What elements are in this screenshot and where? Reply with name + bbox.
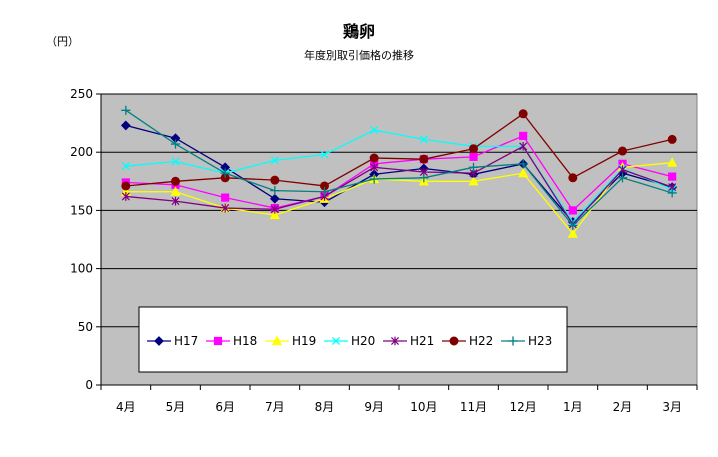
data-point-h19 [518,167,529,178]
y-tick-label: 0 [85,378,93,392]
data-point-h23 [568,220,578,231]
x-tick-label: 4月 [116,400,136,414]
data-point-h22 [270,175,280,185]
data-point-h23 [419,173,429,183]
x-tick-label: 9月 [364,400,384,414]
legend-label: H20 [351,334,375,348]
data-point-h23 [319,187,330,197]
legend-label: H23 [528,334,552,348]
x-tick-label: 3月 [662,400,682,414]
data-point-h23 [518,159,528,169]
x-tick-label: 8月 [315,400,335,414]
y-axis-unit: （円） [46,35,79,48]
data-point-h19 [667,157,678,167]
data-point-h23 [369,174,379,184]
data-point-h17 [269,193,280,204]
data-point-h18 [568,206,577,215]
data-point-h17 [120,120,131,131]
data-point-h22 [469,144,478,154]
y-tick-label: 200 [70,145,93,159]
series-line-h19 [125,162,673,235]
series-line-h23 [125,109,673,227]
x-tick-label: 6月 [215,400,235,414]
data-point-h21 [519,141,528,151]
data-point-h23 [617,173,628,183]
legend-label: H18 [233,334,257,348]
data-point-h22 [667,134,677,144]
series-line-h21 [125,145,673,226]
legend-label: H21 [410,334,434,348]
series-line-h22 [125,112,673,187]
legend-swatch-marker [213,336,223,346]
data-point-h21 [370,162,379,172]
legend-swatch-marker [508,336,518,346]
data-point-h20 [419,135,428,144]
y-tick-label: 250 [70,87,93,101]
x-tick-label: 12月 [510,400,537,414]
data-point-h19 [170,186,181,196]
chart-subtitle: 年度別取引価格の推移 [304,49,414,62]
data-point-h23 [667,188,677,198]
data-point-h21 [618,165,627,175]
legend-label: H22 [469,334,493,348]
x-tick-label: 2月 [613,400,633,414]
data-point-h22 [121,181,131,191]
data-point-h18 [668,172,677,181]
y-tick-label: 150 [70,203,93,217]
legend-swatch-marker [331,336,341,346]
data-point-h21 [221,203,230,213]
chart-title: 鶏卵 [342,22,375,41]
data-point-h23 [270,186,280,196]
legend-swatch-marker [271,335,283,346]
data-point-h22 [419,154,429,164]
data-point-h20 [270,156,279,165]
y-tick-label: 50 [78,320,93,334]
data-point-h23 [170,139,181,149]
data-point-h20 [171,157,180,166]
x-tick-label: 11月 [460,400,487,414]
x-tick-label: 10月 [410,400,437,414]
data-point-h19 [567,228,578,238]
legend [138,306,568,373]
data-point-h20 [121,162,130,171]
data-point-h22 [568,173,578,183]
legend-swatch-marker [154,336,164,346]
data-point-h23 [220,168,230,178]
x-tick-label: 1月 [563,400,583,414]
y-tick-label: 100 [70,262,93,276]
legend-swatch-marker [449,336,459,346]
series-line-h18 [125,135,673,212]
data-point-h18 [221,193,230,202]
data-point-h19 [269,209,280,220]
data-point-h18 [469,152,478,161]
data-point-h22 [369,153,379,163]
data-point-h21 [171,196,180,206]
data-point-h21 [121,192,130,201]
data-point-h22 [518,109,528,119]
data-point-h21 [270,204,279,214]
series-line-h20 [125,129,673,224]
legend-label: H19 [292,334,316,348]
data-point-h20 [320,150,329,159]
data-point-h23 [468,162,479,172]
x-tick-label: 5月 [166,400,186,414]
data-point-h22 [618,146,627,156]
legend-swatch-marker [390,336,400,346]
x-tick-label: 7月 [265,400,285,414]
data-point-h19 [468,175,479,186]
data-point-h23 [121,105,131,115]
legend-label: H17 [174,334,198,348]
data-point-h18 [519,131,528,141]
data-point-h22 [171,176,180,186]
data-point-h20 [370,126,379,135]
